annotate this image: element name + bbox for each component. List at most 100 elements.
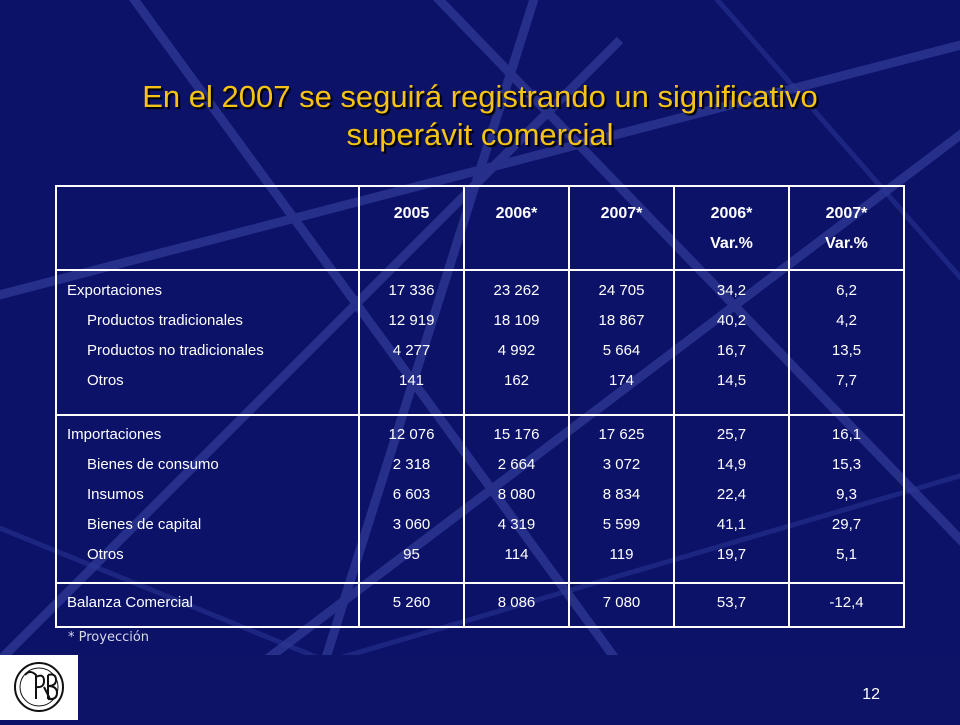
row-label: Productos tradicionales <box>87 312 243 329</box>
header-text: 2006* <box>710 205 753 222</box>
importaciones-2005: 12 076 2 318 6 603 3 060 95 <box>358 414 465 584</box>
cell-value: 18 109 <box>493 312 540 329</box>
cell-value: 40,2 <box>716 312 747 329</box>
cell-value: 3 060 <box>392 516 431 533</box>
cell-value: 14,9 <box>716 456 747 473</box>
cell-value: 4 319 <box>497 516 536 533</box>
exportaciones-2007: 24 705 18 867 5 664 174 <box>568 269 675 416</box>
cell-value: 5,1 <box>836 546 857 563</box>
balanza-2005: 5 260 <box>358 582 465 628</box>
balanza-var-2006: 53,7 <box>673 582 790 628</box>
cell-value: 17 625 <box>598 426 645 443</box>
importaciones-labels: Importaciones Bienes de consumo Insumos … <box>55 414 360 584</box>
importaciones-var-2006: 25,7 14,9 22,4 41,1 19,7 <box>673 414 790 584</box>
balanza-var-2007: -12,4 <box>788 582 905 628</box>
cell-value: 119 <box>609 546 634 563</box>
cell-value: 17 336 <box>388 282 435 299</box>
cell-value: 174 <box>608 372 635 389</box>
header-2006: 2006* <box>463 185 570 271</box>
cell-value: 5 599 <box>602 516 641 533</box>
slide-title: En el 2007 se seguirá registrando un sig… <box>40 78 920 154</box>
cell-value: 29,7 <box>831 516 862 533</box>
exportaciones-var-2007: 6,2 4,2 13,5 7,7 <box>788 269 905 416</box>
exportaciones-labels: Exportaciones Productos tradicionales Pr… <box>55 269 360 416</box>
cell-value: 162 <box>503 372 530 389</box>
cell-value: 34,2 <box>716 282 747 299</box>
balanza-2007: 7 080 <box>568 582 675 628</box>
balanza-label: Balanza Comercial <box>55 582 360 628</box>
cell-value: 25,7 <box>716 426 747 443</box>
table-row-importaciones: Importaciones Bienes de consumo Insumos … <box>55 414 905 584</box>
cell-value: -12,4 <box>829 594 864 611</box>
balanza-2006: 8 086 <box>463 582 570 628</box>
table-row-balanza: Balanza Comercial 5 260 8 086 7 080 53,7… <box>55 582 905 628</box>
row-label: Productos no tradicionales <box>87 342 264 359</box>
row-label: Importaciones <box>67 426 162 443</box>
footnote: * Proyección <box>68 630 150 645</box>
cell-value: 9,3 <box>836 486 857 503</box>
header-2007: 2007* <box>568 185 675 271</box>
cell-value: 5 260 <box>392 594 431 611</box>
importaciones-var-2007: 16,1 15,3 9,3 29,7 5,1 <box>788 414 905 584</box>
header-var-2006: 2006* Var.% <box>673 185 790 271</box>
cell-value: 114 <box>504 546 529 563</box>
importaciones-2006: 15 176 2 664 8 080 4 319 114 <box>463 414 570 584</box>
page-number: 12 <box>862 686 880 703</box>
row-label: Insumos <box>87 486 144 503</box>
cell-value: 4 277 <box>392 342 431 359</box>
importaciones-2007: 17 625 3 072 8 834 5 599 119 <box>568 414 675 584</box>
cell-value: 6,2 <box>836 282 857 299</box>
header-text: 2007* <box>825 205 868 222</box>
footer-band <box>0 655 960 720</box>
bank-logo <box>0 655 78 720</box>
cell-value: 7,7 <box>836 372 857 389</box>
cell-value: 13,5 <box>831 342 862 359</box>
exportaciones-2006: 23 262 18 109 4 992 162 <box>463 269 570 416</box>
header-subtext: Var.% <box>825 235 868 252</box>
cell-value: 18 867 <box>598 312 645 329</box>
cell-value: 2 318 <box>392 456 431 473</box>
cell-value: 24 705 <box>598 282 645 299</box>
cell-value: 7 080 <box>602 594 641 611</box>
header-var-2007: 2007* Var.% <box>788 185 905 271</box>
cell-value: 8 080 <box>497 486 536 503</box>
cell-value: 53,7 <box>716 594 747 611</box>
cell-value: 6 603 <box>392 486 431 503</box>
exportaciones-2005: 17 336 12 919 4 277 141 <box>358 269 465 416</box>
cell-value: 95 <box>403 546 420 563</box>
cell-value: 15 176 <box>493 426 540 443</box>
header-text: 2005 <box>393 205 430 222</box>
exportaciones-var-2006: 34,2 40,2 16,7 14,5 <box>673 269 790 416</box>
cell-value: 14,5 <box>716 372 747 389</box>
cell-value: 19,7 <box>716 546 747 563</box>
cell-value: 16,1 <box>831 426 862 443</box>
header-text: 2007* <box>600 205 643 222</box>
cell-value: 8 086 <box>497 594 536 611</box>
cell-value: 12 919 <box>388 312 435 329</box>
cell-value: 23 262 <box>493 282 540 299</box>
trade-balance-table: 2005 2006* 2007* 2006* Var.% 2007* Var.%… <box>55 185 905 628</box>
header-empty <box>55 185 360 271</box>
table-row-exportaciones: Exportaciones Productos tradicionales Pr… <box>55 269 905 416</box>
row-label: Bienes de consumo <box>87 456 219 473</box>
cell-value: 4,2 <box>836 312 857 329</box>
header-text: 2006* <box>495 205 538 222</box>
cell-value: 12 076 <box>388 426 435 443</box>
header-subtext: Var.% <box>710 235 753 252</box>
title-line-2: superávit comercial <box>346 117 614 152</box>
cell-value: 15,3 <box>831 456 862 473</box>
row-label: Exportaciones <box>67 282 163 299</box>
header-2005: 2005 <box>358 185 465 271</box>
cell-value: 141 <box>398 372 425 389</box>
cell-value: 8 834 <box>602 486 641 503</box>
row-label: Otros <box>87 372 124 389</box>
row-label: Otros <box>87 546 124 563</box>
table-header-row: 2005 2006* 2007* 2006* Var.% 2007* Var.% <box>55 185 905 271</box>
cell-value: 22,4 <box>716 486 747 503</box>
cell-value: 2 664 <box>497 456 536 473</box>
row-label: Balanza Comercial <box>67 594 193 611</box>
cell-value: 5 664 <box>602 342 641 359</box>
bank-seal-icon <box>14 662 64 712</box>
cell-value: 4 992 <box>497 342 536 359</box>
title-line-1: En el 2007 se seguirá registrando un sig… <box>142 79 818 114</box>
